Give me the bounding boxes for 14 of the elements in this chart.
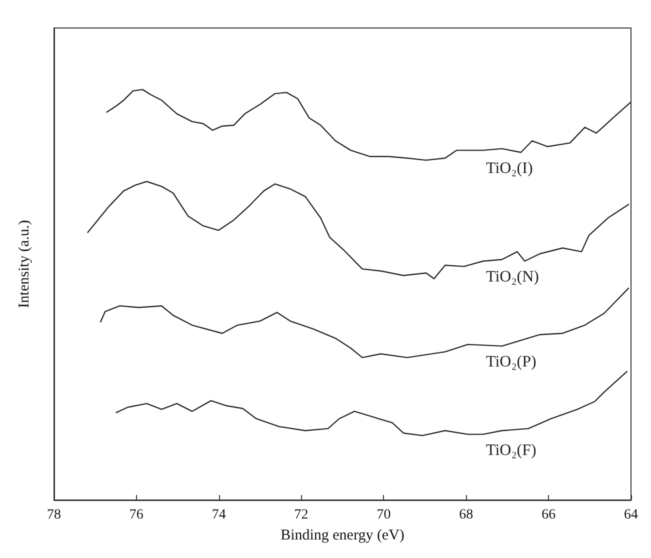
x-tick-label: 72 xyxy=(294,508,308,522)
series-label: TiO₂(N) xyxy=(486,268,539,286)
series-label: TiO₂(F) xyxy=(486,442,536,459)
x-tick-label: 74 xyxy=(212,508,226,522)
x-tick-label: 66 xyxy=(542,508,556,522)
x-tick-label: 70 xyxy=(376,508,391,522)
y-axis-title: Intensity (a.u.) xyxy=(16,220,32,308)
series-label: TiO₂(I) xyxy=(486,160,533,177)
x-axis-title: Binding energy (eV) xyxy=(280,528,404,544)
x-tick-label: 78 xyxy=(47,508,61,522)
x-tick-label: 64 xyxy=(624,508,638,522)
x-tick-label: 76 xyxy=(129,508,144,522)
series-label: TiO₂(P) xyxy=(486,354,536,371)
x-tick-label: 68 xyxy=(459,508,474,522)
